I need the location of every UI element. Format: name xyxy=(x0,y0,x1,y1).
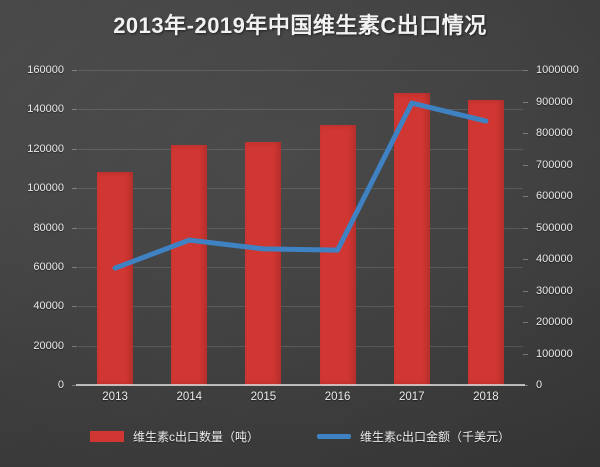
bar[interactable] xyxy=(467,99,504,385)
x-axis-tick-label: 2015 xyxy=(250,391,277,403)
y-axis-tick-label: 40000 xyxy=(33,300,64,313)
x-axis-labels: 2013 2014 2015 2016 2017 2018 xyxy=(78,391,523,411)
legend-item-amount[interactable]: 维生素c出口金额（千美元） xyxy=(317,428,510,445)
y-axis-tick-mark xyxy=(523,196,528,197)
legend-item-quantity[interactable]: 维生素c出口数量（吨） xyxy=(89,428,259,445)
bar-swatch-icon xyxy=(89,431,124,442)
y-axis-tick-mark xyxy=(72,70,77,71)
y-axis-tick-mark xyxy=(523,322,528,323)
y-axis-tick-mark xyxy=(523,290,528,292)
y-axis-tick-label: 140000 xyxy=(27,103,64,116)
y-axis-tick-mark xyxy=(72,148,77,150)
x-axis-tick-label: 2017 xyxy=(398,391,425,403)
x-axis-tick-label: 2018 xyxy=(473,391,499,403)
y-axis-tick-mark xyxy=(72,345,77,347)
bar[interactable] xyxy=(393,92,430,385)
y-axis-tick-mark xyxy=(523,353,528,355)
y-axis-tick-mark xyxy=(523,133,528,134)
y-axis-tick-label: 60000 xyxy=(33,260,64,273)
y-axis-tick-label: 1000000 xyxy=(536,64,579,76)
bar-series xyxy=(78,70,523,385)
y-axis-tick-label: 0 xyxy=(536,379,543,391)
plot-area xyxy=(78,70,523,386)
x-axis-tick-label: 2016 xyxy=(324,391,351,403)
y-axis-tick-mark xyxy=(523,259,528,260)
y-axis-tick-mark xyxy=(523,385,528,386)
y-axis-tick-label: 120000 xyxy=(27,142,64,155)
bar[interactable] xyxy=(319,125,356,385)
y-axis-tick-mark xyxy=(72,188,77,190)
chart-title: 2013年-2019年中国维生素C出口情况 xyxy=(113,13,487,38)
chart-legend: 维生素c出口数量（吨） 维生素c出口金额（千美元） xyxy=(0,428,600,445)
y-axis-tick-label: 700000 xyxy=(536,158,573,171)
y-axis-tick-mark xyxy=(72,109,77,111)
y-axis-tick-label: 500000 xyxy=(536,221,573,234)
line-series xyxy=(112,100,489,271)
y-axis-tick-label: 600000 xyxy=(536,190,573,202)
line-path[interactable] xyxy=(112,100,489,271)
y-axis-tick-label: 100000 xyxy=(27,182,64,195)
y-axis-tick-mark xyxy=(72,227,77,229)
y-axis-tick-label: 400000 xyxy=(536,253,573,265)
x-axis-tick-label: 2014 xyxy=(176,391,203,403)
legend-item-label: 维生素c出口数量（吨） xyxy=(132,430,259,444)
y-axis-tick-label: 200000 xyxy=(536,316,573,328)
y-axis-tick-mark xyxy=(523,227,528,229)
y-axis-tick-label: 160000 xyxy=(27,64,64,76)
bar[interactable] xyxy=(245,141,282,385)
x-axis-line xyxy=(76,384,525,386)
right-y-axis: 0 100000 200000 300000 400000 500000 600000 700… xyxy=(528,64,600,391)
y-axis-tick-label: 20000 xyxy=(33,339,64,352)
y-axis-tick-label: 900000 xyxy=(536,95,573,108)
bar[interactable] xyxy=(171,144,208,385)
y-axis-tick-label: 80000 xyxy=(33,221,64,234)
bar[interactable] xyxy=(97,172,134,385)
y-axis-tick-mark xyxy=(72,266,77,268)
y-axis-tick-mark xyxy=(523,70,528,71)
x-axis-tick-label: 2013 xyxy=(102,391,128,403)
left-y-axis: 0 20000 40000 60000 80000 100000 120000 140000 1… xyxy=(0,64,72,391)
y-axis-tick-mark xyxy=(523,164,528,166)
y-axis-tick-label: 800000 xyxy=(536,127,573,139)
line-swatch-icon xyxy=(317,434,351,439)
y-axis-tick-label: 0 xyxy=(57,379,64,391)
legend-item-label: 维生素c出口金额（千美元） xyxy=(360,430,511,444)
y-axis-tick-label: 100000 xyxy=(536,347,573,360)
y-axis-tick-mark xyxy=(72,306,77,308)
y-axis-tick-mark xyxy=(72,385,77,386)
y-axis-tick-label: 300000 xyxy=(536,284,573,297)
y-axis-tick-mark xyxy=(523,101,528,103)
